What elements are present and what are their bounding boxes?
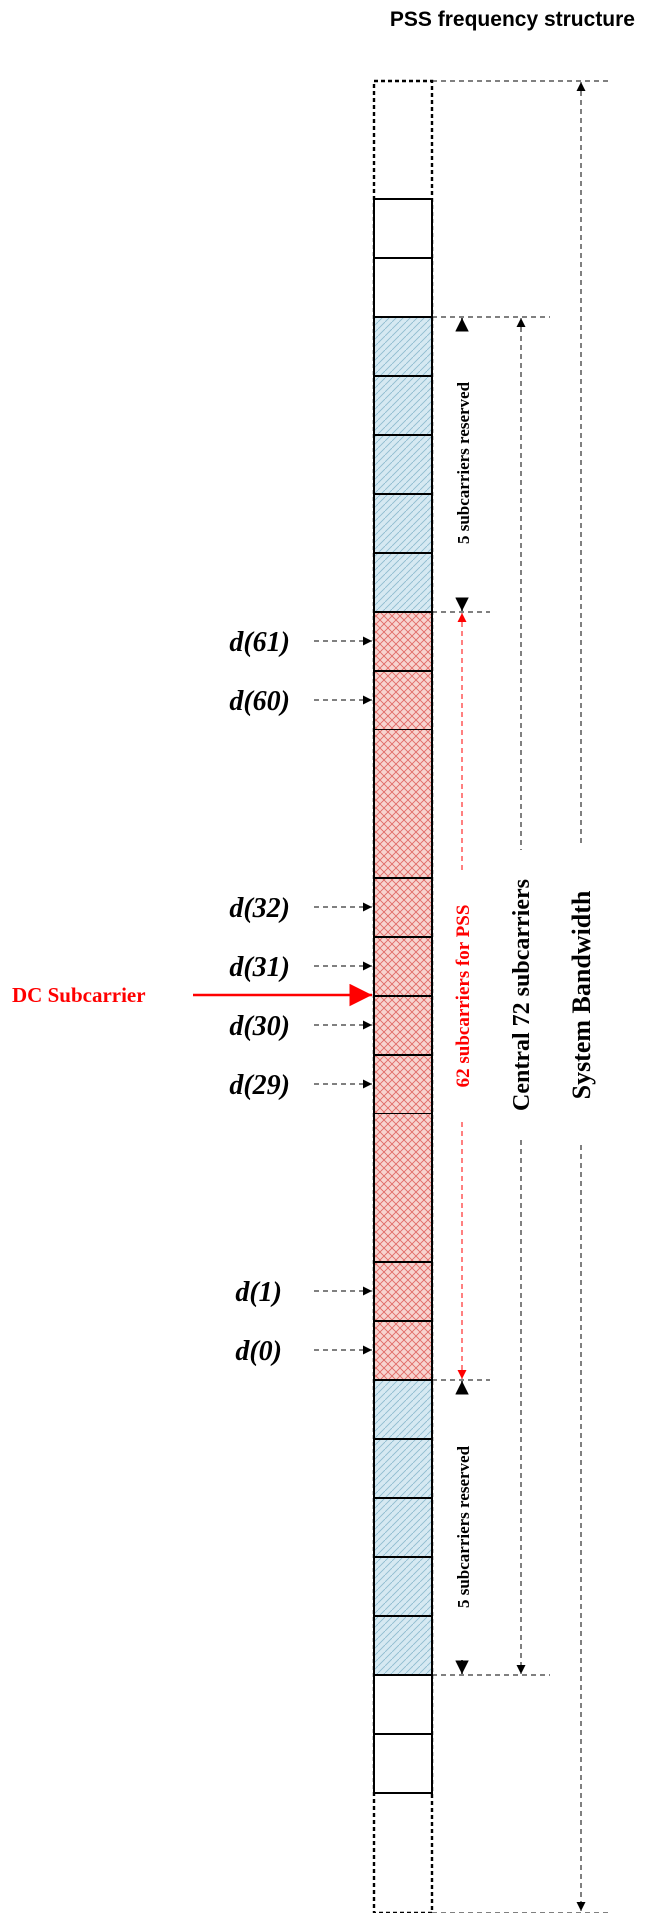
dc-subcarrier <box>373 995 433 1056</box>
empty-subcarrier <box>373 257 433 318</box>
reserved-subcarrier <box>373 1438 433 1499</box>
pss-span: 62 subcarriers for PSS <box>453 613 474 1379</box>
pss-subcarrier-block <box>374 730 432 878</box>
reserved-subcarrier <box>373 552 433 613</box>
central-72-span: Central 72 subcarriers <box>509 318 535 1674</box>
reserved-subcarrier <box>373 1497 433 1558</box>
reserved-subcarrier <box>373 1615 433 1676</box>
empty-subcarrier <box>373 1733 433 1794</box>
reserved-subcarrier <box>373 1556 433 1617</box>
d-pointer-arrows <box>314 636 372 1355</box>
pss-subcarrier-d31 <box>373 936 433 997</box>
reserved-subcarrier <box>373 375 433 436</box>
reserved-subcarrier <box>373 1379 433 1440</box>
pss-subcarrier-d29 <box>373 1054 433 1115</box>
pss-subcarrier-d1 <box>373 1261 433 1322</box>
d-label: d(29) <box>229 1070 290 1101</box>
d-label: d(0) <box>235 1336 282 1367</box>
reserved-top-label: 5 subcarriers reserved <box>454 381 473 544</box>
empty-subcarrier <box>373 1674 433 1735</box>
reserved-top-span: 5 subcarriers reserved <box>454 318 473 611</box>
system-bandwidth-span: System Bandwidth <box>567 82 596 1911</box>
extension-lines <box>432 80 610 1913</box>
reserved-bottom-label: 5 subcarriers reserved <box>454 1445 473 1608</box>
pss-subcarrier-d32 <box>373 877 433 938</box>
pss-subcarrier-block <box>374 1114 432 1262</box>
system-bandwidth-label: System Bandwidth <box>567 890 596 1099</box>
d-label: d(1) <box>235 1277 282 1308</box>
reserved-subcarrier <box>373 493 433 554</box>
reserved-subcarrier <box>373 434 433 495</box>
dc-subcarrier-label: DC Subcarrier <box>12 983 146 1007</box>
d-label: d(31) <box>229 952 290 983</box>
central-72-label: Central 72 subcarriers <box>509 879 535 1111</box>
diagram-title: PSS frequency structure <box>389 8 635 31</box>
pss-subcarrier-d60 <box>373 670 433 731</box>
d-label: d(30) <box>229 1011 290 1042</box>
d-label: d(32) <box>229 893 290 924</box>
pss-subcarrier-d61 <box>373 611 433 672</box>
reserved-bottom-span: 5 subcarriers reserved <box>454 1381 473 1674</box>
pss-span-label: 62 subcarriers for PSS <box>453 905 474 1088</box>
reserved-subcarrier <box>373 316 433 377</box>
pss-subcarrier-d0 <box>373 1320 433 1381</box>
empty-subcarrier <box>373 198 433 259</box>
d-label: d(61) <box>229 627 290 658</box>
d-label: d(60) <box>229 686 290 717</box>
